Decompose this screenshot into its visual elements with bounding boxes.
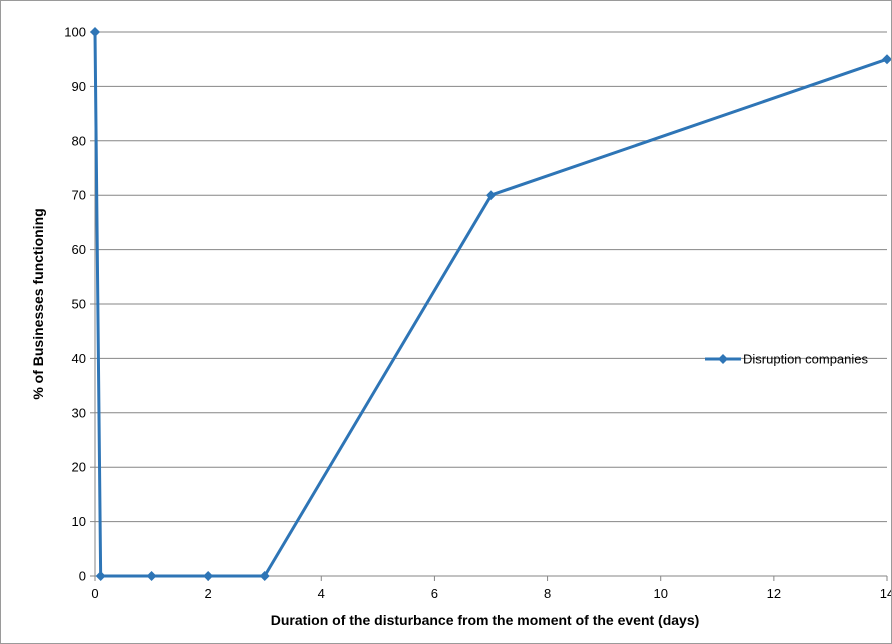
x-tick-label: 0 — [91, 586, 98, 601]
gridlines — [90, 31, 888, 581]
data-point-marker — [486, 190, 496, 201]
data-point-marker — [90, 27, 100, 37]
x-tick-label: 4 — [318, 586, 325, 601]
y-tick-label: 80 — [72, 133, 86, 148]
series-layer — [90, 27, 891, 581]
data-point-marker — [146, 571, 157, 581]
x-tick-label: 2 — [205, 586, 212, 601]
y-tick-label: 90 — [72, 79, 86, 94]
y-tick-label: 30 — [72, 405, 86, 420]
legend: Disruption companies — [705, 352, 869, 367]
y-axis-title: % of Businesses functioning — [30, 208, 46, 399]
x-tick-label: 12 — [767, 586, 781, 601]
data-point-marker — [95, 571, 106, 581]
x-tick-labels: 0 2 4 6 8 10 12 14 — [91, 586, 891, 601]
x-tick-label: 6 — [431, 586, 438, 601]
legend-label: Disruption companies — [743, 352, 869, 367]
data-point-marker — [203, 571, 214, 581]
y-tick-labels: 0 10 20 30 40 50 60 70 80 90 100 — [64, 25, 86, 584]
y-tick-label: 50 — [72, 297, 86, 312]
x-tick-label: 10 — [653, 586, 667, 601]
x-axis-title: Duration of the disturbance from the mom… — [271, 612, 700, 628]
y-tick-label: 60 — [72, 242, 86, 257]
y-tick-label: 40 — [72, 351, 86, 366]
y-tick-label: 100 — [64, 25, 86, 40]
legend-marker-swatch — [718, 354, 728, 364]
x-tick-label: 8 — [544, 586, 551, 601]
y-tick-label: 10 — [72, 514, 86, 529]
y-tick-label: 20 — [72, 460, 86, 475]
x-tick-label: 14 — [880, 586, 891, 601]
data-point-marker — [259, 571, 270, 581]
y-tick-label: 70 — [72, 188, 86, 203]
y-tick-label: 0 — [79, 569, 86, 584]
data-point-marker — [882, 54, 891, 65]
